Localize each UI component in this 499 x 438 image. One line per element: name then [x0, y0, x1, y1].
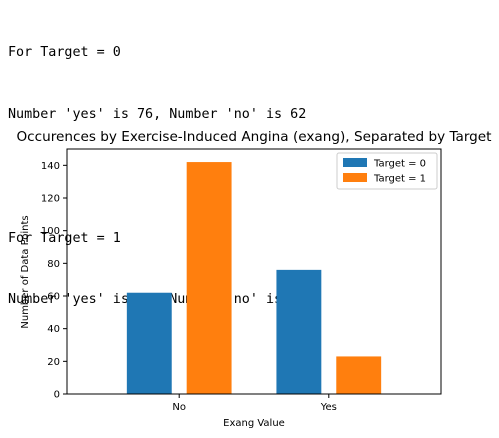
chart-title: Occurences by Exercise-Induced Angina (e…	[16, 129, 491, 145]
bar	[186, 162, 232, 394]
output-line: For Target = 1	[8, 230, 121, 246]
legend-swatch	[343, 158, 367, 167]
x-tick-label: No	[172, 402, 186, 413]
bar	[276, 269, 322, 394]
output-line: Number 'yes' is 76, Number 'no' is 62	[8, 106, 307, 122]
legend-label: Target = 1	[373, 174, 426, 185]
bars-group	[126, 162, 382, 394]
y-tick-label: 40	[47, 324, 60, 335]
y-tick-label: 140	[41, 161, 60, 172]
y-axis: 0 20 40 60 80 100 120 140	[41, 161, 67, 401]
legend-label: Target = 0	[373, 159, 426, 170]
x-axis-label: Exang Value	[223, 418, 285, 429]
plot-frame	[66, 148, 442, 395]
output-line: For Target = 0	[8, 45, 121, 61]
x-tick-label: Yes	[320, 402, 337, 413]
y-tick-label: 0	[54, 390, 60, 401]
y-tick-label: 80	[47, 259, 60, 270]
x-axis: No Yes	[172, 394, 337, 413]
y-tick-label: 120	[41, 194, 60, 205]
y-tick-label: 20	[47, 357, 60, 368]
bar	[126, 292, 172, 394]
bar	[336, 356, 382, 394]
legend-swatch	[343, 173, 367, 182]
y-tick-label: 100	[41, 226, 60, 237]
y-axis-label: Number of Data Points	[20, 215, 31, 328]
y-tick-label: 60	[47, 292, 60, 303]
legend: Target = 0 Target = 1	[336, 152, 438, 190]
